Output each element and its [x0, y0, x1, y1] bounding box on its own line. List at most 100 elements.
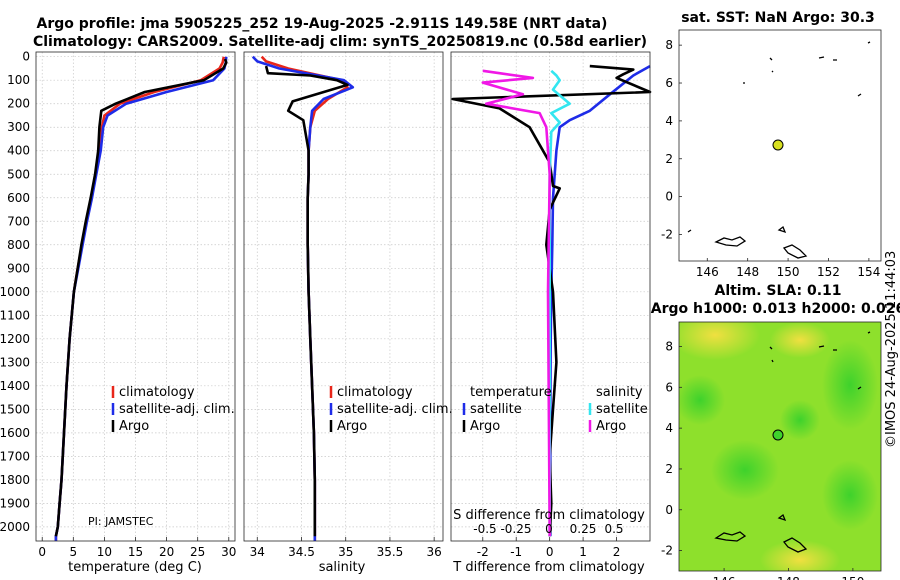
depth-tick-label: 1500	[0, 402, 30, 416]
sla-map-panel: Altim. SLA: 0.11 Argo h1000: 0.013 h2000…	[651, 283, 900, 580]
depth-tick-label: 1700	[0, 449, 30, 463]
difference-inner-ticks: -0.5 -0.25 0 0.25 0.5	[473, 522, 623, 536]
inner-tick: 0	[545, 522, 553, 536]
map-y-tick-label: 0	[665, 503, 673, 517]
legend-argo: Argo	[337, 419, 367, 434]
map-y-tick-label: 2	[665, 462, 673, 476]
sla-high-blob	[760, 540, 840, 571]
map-y-tick-label: 6	[665, 380, 673, 394]
sla-low-blob	[711, 440, 779, 500]
island-outline	[782, 537, 808, 553]
series-argo	[54, 58, 228, 537]
map-y-tick-label: 0	[665, 190, 673, 204]
x-tick-label: -1	[510, 545, 522, 559]
x-tick-label: -2	[477, 545, 489, 559]
series-salinity-argo	[481, 69, 552, 537]
series-satellite-adj-clim-	[251, 55, 355, 541]
difference-lines	[451, 64, 652, 537]
depth-tick-label: 600	[7, 191, 30, 205]
salinity-lines	[251, 55, 355, 541]
coastline-sst	[687, 41, 871, 259]
depth-tick-label: 900	[7, 261, 30, 275]
map-x-tick-label: 154	[857, 265, 880, 279]
inner-tick: 0.5	[604, 522, 623, 536]
map-y-tick-label: 4	[665, 114, 673, 128]
difference-legend: temperature satellite Argo salinity sate…	[462, 385, 648, 434]
sst-map-panel: sat. SST: NaN Argo: 30.3 146 148 150 152 154…	[661, 10, 882, 279]
depth-axis-labels: 0 100 200 300 400 500 600 700 800 900 1000 1100 1200…	[0, 50, 30, 534]
inner-tick: -0.5	[473, 522, 496, 536]
legend-t-argo: Argo	[470, 419, 500, 434]
map-x-tick-label: 148	[736, 265, 759, 279]
map-y-tick-label: 8	[665, 38, 673, 52]
map-x-tick-label: 148	[777, 575, 800, 580]
map-y-tick-label: 8	[665, 339, 673, 353]
map-y-tick-label: -2	[661, 544, 673, 558]
depth-tick-label: 1900	[0, 496, 30, 510]
depth-tick-label: 500	[7, 167, 30, 181]
map-y-tick-label: -2	[661, 227, 673, 241]
island-outline	[782, 244, 808, 259]
sla-low-blob	[679, 375, 725, 425]
island-outline	[769, 331, 871, 390]
salinity-xlabel: salinity	[319, 560, 366, 575]
x-tick-label: 0	[546, 545, 554, 559]
series-argo	[264, 65, 349, 537]
legend-s-satellite: satellite	[596, 402, 648, 417]
legend-climatology: climatology	[119, 385, 195, 400]
x-tick-label: 10	[97, 545, 112, 559]
salinity-frame	[243, 51, 444, 542]
sla-title-line1: Altim. SLA: 0.11	[714, 283, 841, 299]
inner-tick: -0.25	[500, 522, 531, 536]
x-tick-label: 20	[159, 545, 174, 559]
island-outline	[714, 531, 747, 542]
map-y-tick-label: 4	[665, 421, 673, 435]
legend-s-argo: Argo	[596, 419, 626, 434]
salinity-xticks: 34 34.5 35 35.5 36	[250, 537, 442, 559]
difference-panel: -2 -1 0 1 2 T difference from climatology S …	[450, 51, 652, 575]
sla-low-blob	[822, 340, 878, 430]
salinity-legend: climatology satellite-adj. clim. Argo	[329, 385, 453, 434]
figure-title-line2: Climatology: CARS2009. Satellite-adj cli…	[33, 34, 647, 50]
depth-tick-label: 1800	[0, 473, 30, 487]
sst-map-frame	[678, 29, 882, 262]
x-tick-label: 0	[38, 545, 46, 559]
x-tick-label: 5	[69, 545, 77, 559]
inner-tick: 0.25	[570, 522, 597, 536]
coastline-sla	[714, 331, 871, 553]
depth-tick-label: 0	[22, 50, 30, 64]
temperature-xlabel: temperature (deg C)	[68, 560, 202, 575]
series-climatology	[54, 56, 226, 541]
timestamp: ©IMOS 24-Aug-2025 11:44:03	[884, 251, 899, 448]
difference-xticks: -2 -1 0 1 2	[477, 537, 620, 559]
sla-map-frame	[678, 321, 882, 572]
difference-inner-label: S difference from climatology	[453, 508, 645, 523]
depth-tick-label: 300	[7, 120, 30, 134]
sla-field	[679, 322, 881, 571]
depth-tick-label: 800	[7, 238, 30, 252]
x-tick-label: 35.5	[377, 545, 404, 559]
depth-tick-label: 2000	[0, 520, 30, 534]
sla-high-blob	[679, 322, 760, 360]
series-temperature-satellite	[548, 64, 651, 537]
depth-tick-label: 1200	[0, 332, 30, 346]
temperature-xticks: 0 5 10 15 20 25 30	[38, 537, 236, 559]
sla-title-line2: Argo h1000: 0.013 h2000: 0.026	[651, 301, 900, 317]
depth-tick-label: 1100	[0, 308, 30, 322]
x-tick-label: 36	[427, 545, 442, 559]
series-satellite-adj-clim-	[54, 56, 228, 541]
pi-annotation: PI: JAMSTEC	[88, 515, 154, 528]
x-tick-label: 35	[338, 545, 353, 559]
x-tick-label: 34	[250, 545, 265, 559]
depth-tick-label: 1600	[0, 426, 30, 440]
depth-tick-label: 200	[7, 97, 30, 111]
x-tick-label: 25	[190, 545, 205, 559]
map-x-tick-label: 150	[841, 575, 864, 580]
difference-frame	[450, 51, 651, 542]
depth-tick-label: 1000	[0, 285, 30, 299]
temperature-grid	[36, 52, 235, 541]
temperature-legend: climatology satellite-adj. clim. Argo	[111, 385, 235, 434]
sst-ticks: 146 148 150 152 154 -2 0 2 4 6 8	[661, 38, 880, 279]
salinity-grid	[244, 52, 443, 541]
